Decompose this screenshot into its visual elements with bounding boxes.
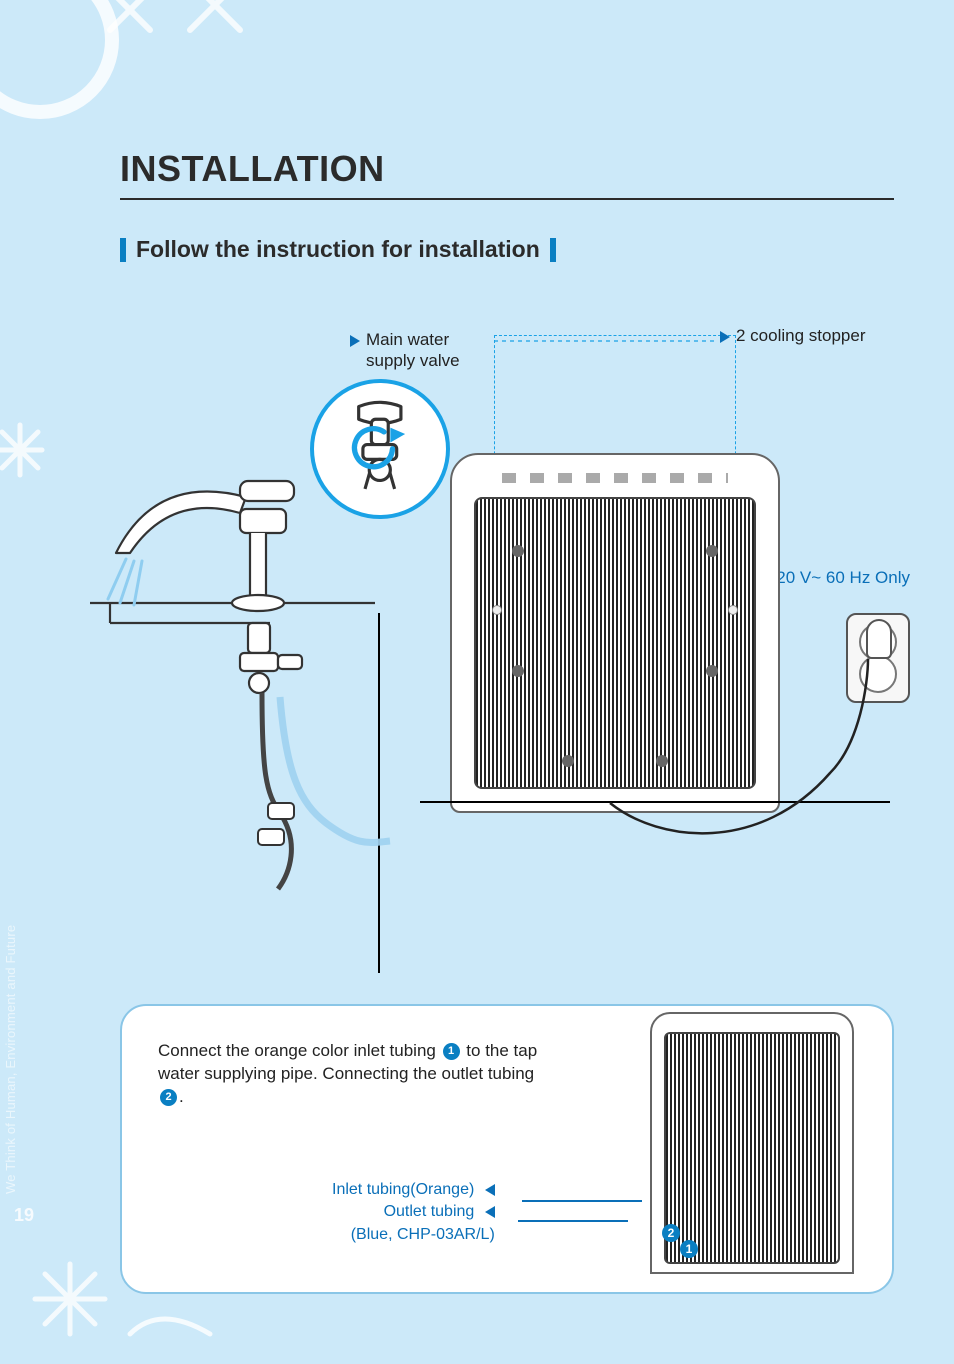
leader-line: [518, 1220, 628, 1222]
valve-closeup-icon: [327, 396, 433, 502]
valve-magnifier: [310, 379, 450, 519]
page-title: INSTALLATION: [120, 148, 894, 200]
screw-icon: [728, 605, 738, 615]
subheading-text: Follow the instruction for installation: [136, 236, 540, 263]
mount-dot: [512, 665, 524, 677]
page-number: 19: [14, 1205, 34, 1226]
subhead-bar-right: [550, 238, 556, 262]
thumb-badge-1: 1: [680, 1240, 698, 1258]
mount-dot: [562, 755, 574, 767]
screw-icon: [492, 605, 502, 615]
tubing-labels: Inlet tubing(Orange) Outlet tubing (Blue…: [332, 1179, 495, 1246]
sidebar-tagline: We Think of Human, Environment and Futur…: [3, 925, 18, 1194]
inlet-tubing-label: Inlet tubing(Orange): [332, 1179, 495, 1201]
badge-1: 1: [443, 1043, 460, 1060]
thumb-grill: [664, 1032, 840, 1264]
label-voltage: 120 V~ 60 Hz Only: [767, 568, 910, 588]
content-area: INSTALLATION Follow the instruction for …: [120, 148, 894, 1294]
label-main-valve: Main water supply valve: [350, 329, 460, 372]
faucet-area: [90, 473, 450, 873]
label-cooling-stopper: 2 cooling stopper: [720, 325, 865, 346]
stopper-leader-line: [494, 333, 724, 349]
badge-2: 2: [160, 1089, 177, 1106]
outlet-tubing-sub: (Blue, CHP-03AR/L): [332, 1224, 495, 1246]
power-cord: [600, 653, 900, 873]
top-vent-slots: [502, 473, 728, 483]
triangle-icon: [350, 335, 360, 347]
faucet-illustration: [90, 473, 450, 893]
mount-dot: [512, 545, 524, 557]
triangle-icon: [720, 331, 730, 343]
installation-diagram: Main water supply valve 2 cooling stoppe…: [120, 323, 890, 963]
subhead-bar-left: [120, 238, 126, 262]
outlet-tubing-label: Outlet tubing: [332, 1201, 495, 1223]
mount-dot: [706, 545, 718, 557]
arrow-left-icon: [485, 1206, 495, 1218]
instruction-panel: Connect the orange color inlet tubing 1 …: [120, 1004, 894, 1294]
deco-left-star: [0, 420, 50, 500]
thumb-badge-2: 2: [662, 1224, 680, 1242]
section-subheading: Follow the instruction for installation: [120, 236, 894, 263]
appliance-thumbnail: 1 2: [642, 1004, 862, 1274]
leader-line: [522, 1200, 642, 1202]
instruction-text: Connect the orange color inlet tubing 1 …: [158, 1040, 558, 1109]
arrow-left-icon: [485, 1184, 495, 1196]
